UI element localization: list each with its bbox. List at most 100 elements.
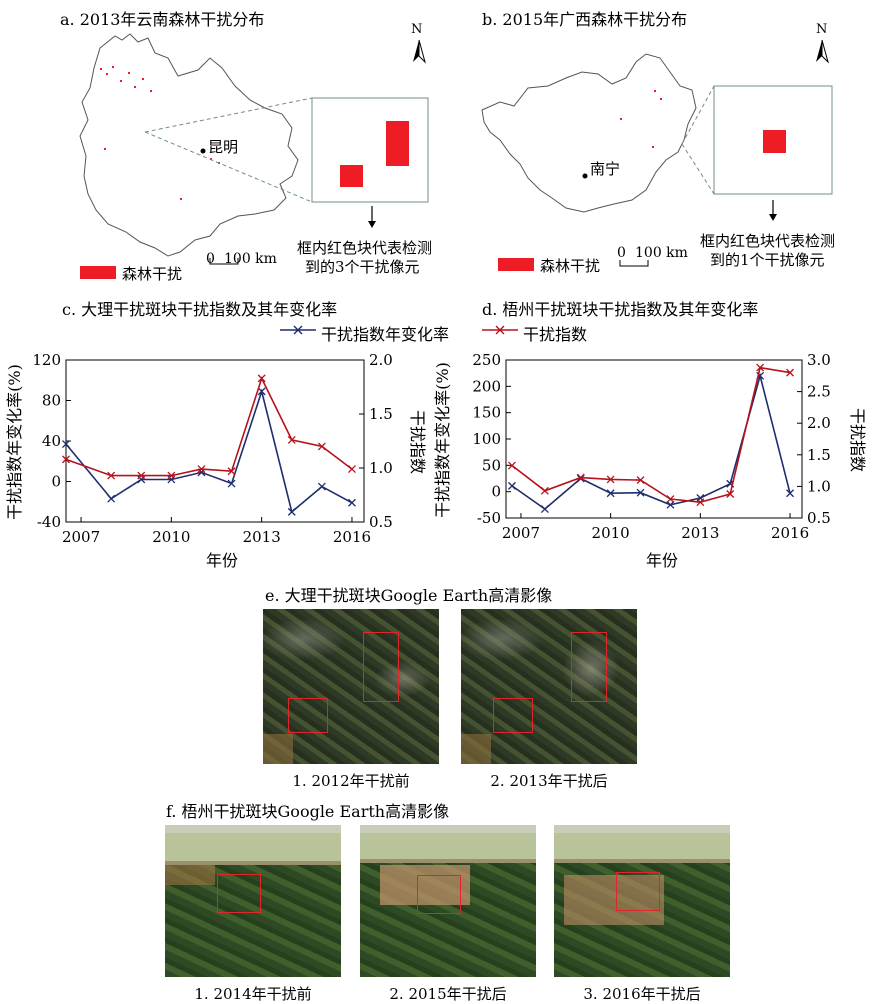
data-point	[576, 474, 585, 483]
series-line-2	[511, 366, 791, 504]
scale-bar-b	[619, 260, 649, 267]
left-tick-label: 100	[472, 430, 501, 448]
caption-f-2: 2. 2015年干扰后	[389, 985, 507, 1003]
disturbance-box	[571, 632, 607, 702]
city-label-kunming: 昆明	[208, 138, 239, 156]
chart-c-xlabel: 年份	[206, 551, 238, 570]
chart-d-ylabel-left: 干扰指数年变化率(%)	[433, 362, 452, 518]
right-tick-label: 1.5	[807, 446, 831, 464]
scale-bar	[209, 258, 239, 265]
yunnan-map	[79, 33, 429, 279]
data-point	[197, 465, 206, 474]
city-label-nanning: 南宁	[590, 160, 621, 178]
right-tick-label: 1.5	[369, 405, 393, 423]
inset-note-b-1: 框内红色块代表检测	[700, 232, 836, 250]
panel-e-title: e. 大理干扰斑块Google Earth高清影像	[265, 586, 553, 605]
data-point	[287, 507, 296, 516]
inset-pixel-1	[386, 121, 409, 166]
left-tick-label: 150	[472, 404, 501, 422]
caption-e-2: 2. 2013年干扰后	[490, 772, 608, 790]
image-dali-2013	[461, 609, 637, 764]
panel-f-title: f. 梧州干扰斑块Google Earth高清影像	[166, 802, 450, 821]
right-tick-label: 1.0	[369, 459, 393, 477]
panel-d-title: d. 梧州干扰斑块干扰指数及其年变化率	[482, 300, 759, 319]
data-point	[317, 482, 326, 491]
data-point	[167, 471, 176, 480]
kunming-marker	[200, 148, 206, 154]
data-point	[786, 489, 794, 498]
inset-note-a-1: 框内红色块代表检测	[297, 239, 433, 257]
legend-label-a: 森林干扰	[122, 265, 183, 283]
left-tick-label: 120	[32, 351, 61, 369]
legend-label-b: 森林干扰	[540, 257, 601, 275]
disturbance-box	[363, 632, 399, 702]
disturbance-box	[288, 698, 328, 733]
guangxi-outline	[481, 53, 697, 213]
right-tick-label: 3.0	[807, 351, 831, 369]
right-tick-label: 2.0	[369, 351, 393, 369]
data-point	[257, 374, 266, 383]
scale-label-a: 100 km	[224, 251, 277, 267]
x-tick-label: 2010	[592, 524, 630, 542]
disturbance-box	[616, 872, 660, 911]
data-point	[508, 481, 516, 490]
data-point	[227, 479, 236, 488]
data-point	[508, 461, 516, 470]
left-tick-label: -40	[37, 513, 61, 531]
north-label-b: N	[816, 22, 828, 37]
panel-a-title: a. 2013年云南森林干扰分布	[60, 10, 265, 29]
north-label-a: N	[411, 22, 423, 37]
chart-d: -50 0 50 100 150 200 250 0.5 1.0 1.5 2.0 2.5 3.0 20…	[433, 351, 867, 570]
data-point	[666, 500, 675, 509]
data-point	[348, 465, 356, 474]
data-point	[540, 486, 549, 495]
series-line-2	[65, 376, 353, 477]
scale-zero-a: 0	[206, 251, 215, 267]
data-point	[62, 440, 70, 448]
nanning-marker	[582, 173, 588, 179]
series-line-1	[511, 372, 791, 511]
disturbance-box	[493, 698, 533, 733]
data-point	[756, 363, 765, 372]
caption-e-1: 1. 2012年干扰前	[292, 772, 410, 790]
inset-pixel-2	[340, 165, 363, 187]
caption-f-1: 1. 2014年干扰前	[194, 985, 312, 1003]
chart-d-ylabel-right: 干扰指数	[848, 408, 867, 472]
data-point	[576, 473, 585, 482]
data-point	[696, 498, 705, 507]
data-point	[606, 489, 615, 498]
legend-swatch-a	[80, 266, 116, 279]
chart-c: -40 0 40 80 120 0.5 1.0 1.5 2.0 2007 2010 2013 201…	[5, 351, 427, 570]
chart-c-ylabel-left: 干扰指数年变化率(%)	[5, 364, 24, 520]
x-tick-label: 2010	[152, 528, 190, 546]
panel-c-title: c. 大理干扰斑块干扰指数及其年变化率	[62, 300, 338, 319]
data-point	[227, 467, 236, 476]
inset-note-a-2: 到的3个干扰像元	[305, 258, 420, 276]
legend-rate-marker	[280, 325, 316, 335]
chart-c-ylabel-right: 干扰指数	[408, 410, 427, 474]
x-tick-label: 2013	[243, 528, 281, 546]
x-tick-label: 2016	[333, 528, 371, 546]
image-wuzhou-2016	[554, 825, 730, 977]
chart-d-xlabel: 年份	[646, 551, 678, 570]
scale-label-b: 100 km	[635, 245, 688, 261]
data-point	[540, 505, 549, 514]
data-point	[287, 435, 296, 444]
right-tick-label: 2.5	[807, 383, 831, 401]
left-tick-label: 50	[482, 456, 501, 474]
left-tick-label: 0	[51, 473, 61, 491]
disturbance-box	[417, 875, 461, 914]
x-tick-label: 2013	[681, 524, 719, 542]
data-point	[137, 471, 146, 480]
panel-b-title: b. 2015年广西森林干扰分布	[482, 10, 688, 29]
data-point	[107, 494, 116, 503]
data-point	[786, 368, 794, 377]
left-tick-label: 200	[472, 377, 501, 395]
data-point	[726, 490, 735, 498]
caption-f-3: 3. 2016年干扰后	[583, 985, 701, 1003]
guangxi-map	[481, 39, 833, 271]
inset-pixel-b	[763, 130, 786, 153]
image-wuzhou-2014	[165, 825, 341, 977]
legend-index-label: 干扰指数	[523, 325, 588, 344]
left-tick-label: 80	[42, 392, 61, 410]
